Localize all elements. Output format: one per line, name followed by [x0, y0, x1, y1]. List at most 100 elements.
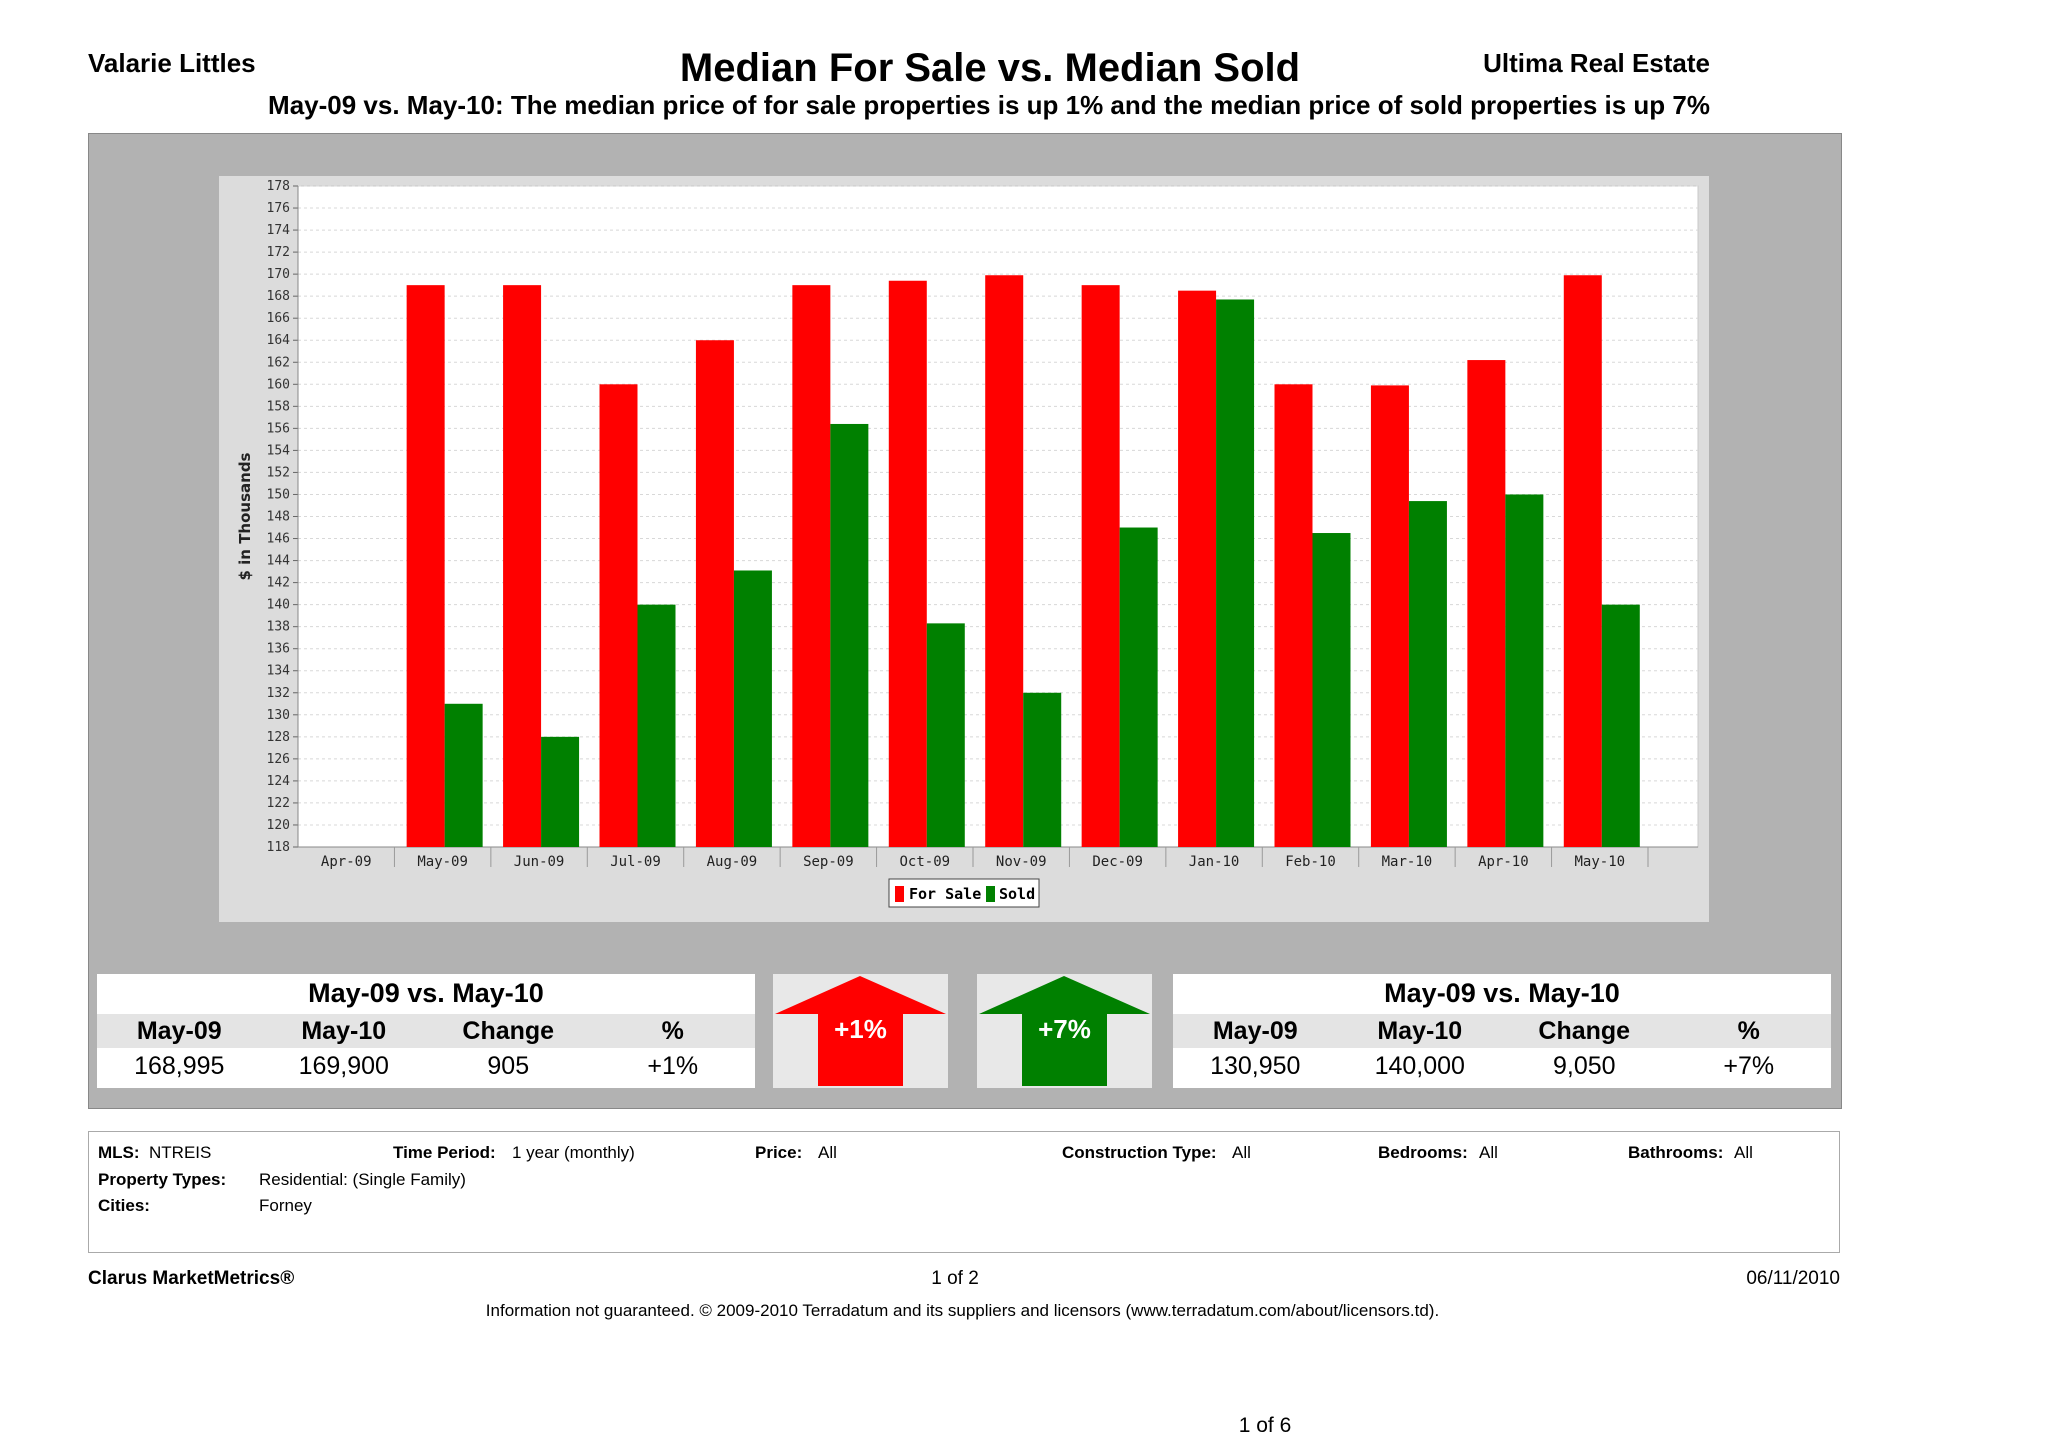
- for-sale-bar: [1563, 275, 1602, 847]
- sold-bar: [1408, 501, 1447, 847]
- for-sale-bar: [1274, 384, 1313, 847]
- for-sale-bar: [1370, 385, 1409, 847]
- sold-bar: [444, 703, 483, 847]
- for-sale-header-end: May-10: [301, 1017, 387, 1045]
- sold-stats-value-row: 130,950 140,000 9,050 +7%: [1173, 1050, 1831, 1082]
- y-tick-label: 152: [267, 465, 290, 480]
- cities-label: Cities:: [98, 1196, 150, 1215]
- legend-swatch-sold: [986, 886, 995, 902]
- for-sale-bar: [503, 285, 542, 847]
- x-tick-label: Dec-09: [1092, 854, 1143, 870]
- y-tick-label: 154: [267, 443, 291, 458]
- x-tick-label: Jan-10: [1189, 854, 1240, 870]
- document-page-number: 1 of 6: [1238, 1414, 1292, 1437]
- property-types-label: Property Types:: [98, 1170, 227, 1189]
- price-label: Price:: [755, 1143, 803, 1162]
- time-period-value: 1 year (monthly): [512, 1143, 635, 1162]
- bathrooms-label: Bathrooms:: [1628, 1143, 1724, 1162]
- for-sale-bar: [406, 285, 445, 847]
- legend: [888, 878, 1040, 908]
- legend-swatch-for-sale: [895, 886, 904, 902]
- time-period-label: Time Period:: [393, 1143, 496, 1162]
- for-sale-value-change: 905: [487, 1052, 530, 1080]
- y-tick-label: 172: [267, 245, 290, 260]
- for-sale-stats-table: May-09 vs. May-10 May-09 May-10 Change %…: [97, 974, 755, 1088]
- x-tick-label: Mar-10: [1382, 854, 1433, 870]
- for-sale-stats-header-row: May-09 May-10 Change %: [97, 1014, 755, 1048]
- y-tick-label: 122: [267, 796, 290, 811]
- x-tick-label: Nov-09: [996, 854, 1047, 870]
- agent-name: Valarie Littles: [88, 48, 256, 78]
- for-sale-arrow-box: +1%: [773, 974, 948, 1088]
- for-sale-header-start: May-09: [136, 1017, 222, 1045]
- for-sale-bar: [1081, 285, 1120, 847]
- sold-bar: [637, 604, 676, 847]
- report-date: 06/11/2010: [1746, 1268, 1840, 1289]
- sold-header-end: May-10: [1377, 1017, 1463, 1045]
- for-sale-header-change: Change: [462, 1017, 555, 1045]
- y-tick-label: 124: [267, 774, 291, 789]
- for-sale-bar: [1178, 290, 1217, 847]
- company-name: Ultima Real Estate: [1483, 48, 1710, 78]
- y-tick-label: 132: [267, 686, 290, 701]
- brand-name: Clarus MarketMetrics®: [88, 1268, 295, 1289]
- sold-bar: [926, 623, 965, 847]
- y-tick-label: 168: [267, 289, 290, 304]
- legend-label-for-sale: For Sale: [909, 885, 981, 903]
- for-sale-bar: [792, 285, 831, 847]
- sold-bar: [1119, 527, 1158, 847]
- y-tick-label: 160: [267, 377, 290, 392]
- y-tick-label: 166: [267, 311, 290, 326]
- y-tick-label: 162: [267, 355, 290, 370]
- report-subtitle: May-09 vs. May-10: The median price of f…: [268, 90, 1710, 120]
- for-sale-bar: [888, 280, 927, 847]
- disclaimer: Information not guaranteed. © 2009-2010 …: [485, 1301, 1440, 1320]
- y-tick-label: 138: [267, 620, 290, 635]
- y-tick-label: 176: [267, 201, 290, 216]
- for-sale-bar: [985, 275, 1024, 847]
- sold-value-start: 130,950: [1210, 1052, 1301, 1080]
- y-tick-label: 164: [267, 333, 291, 348]
- for-sale-bar: [1467, 360, 1506, 847]
- for-sale-stats-value-row: 168,995 169,900 905 +1%: [97, 1050, 755, 1082]
- for-sale-bar: [695, 340, 734, 847]
- mls-value: NTREIS: [149, 1143, 212, 1162]
- search-criteria: MLS: NTREIS Time Period: 1 year (monthly…: [88, 1131, 1840, 1253]
- x-tick-label: Aug-09: [707, 854, 758, 870]
- sold-value-end: 140,000: [1374, 1052, 1465, 1080]
- y-tick-label: 156: [267, 421, 290, 436]
- sold-value-percent: +7%: [1723, 1052, 1775, 1080]
- sold-bar: [1601, 604, 1640, 847]
- x-tick-label: Jun-09: [514, 854, 565, 870]
- y-tick-label: 144: [267, 554, 291, 569]
- report-title: Median For Sale vs. Median Sold: [679, 46, 1301, 90]
- for-sale-arrow-label: +1%: [834, 1014, 887, 1044]
- y-tick-label: 158: [267, 399, 290, 414]
- sold-stats-table: May-09 vs. May-10 May-09 May-10 Change %…: [1173, 974, 1831, 1088]
- x-tick-label: Feb-10: [1285, 854, 1336, 870]
- for-sale-bar: [599, 384, 638, 847]
- y-tick-label: 130: [267, 708, 290, 723]
- mls-label: MLS:: [98, 1143, 140, 1162]
- construction-type-value: All: [1232, 1143, 1251, 1162]
- sold-bar: [733, 570, 772, 847]
- sold-header-change: Change: [1538, 1017, 1631, 1045]
- sold-bar: [1312, 533, 1351, 847]
- y-tick-label: 118: [267, 840, 290, 855]
- y-tick-label: 136: [267, 642, 290, 657]
- sold-arrow-box: +7%: [977, 974, 1152, 1088]
- sold-header-percent: %: [1737, 1017, 1760, 1045]
- for-sale-stats-title: May-09 vs. May-10: [308, 978, 544, 1008]
- y-tick-label: 128: [267, 730, 290, 745]
- up-arrow-icon: [979, 976, 1150, 1086]
- cities-value: Forney: [259, 1196, 312, 1215]
- bathrooms-value: All: [1734, 1143, 1753, 1162]
- for-sale-header-percent: %: [661, 1017, 684, 1045]
- property-types-value: Residential: (Single Family): [259, 1170, 466, 1189]
- y-tick-label: 134: [267, 664, 291, 679]
- bedrooms-label: Bedrooms:: [1378, 1143, 1468, 1162]
- bedrooms-value: All: [1479, 1143, 1498, 1162]
- for-sale-value-start: 168,995: [134, 1052, 225, 1080]
- x-tick-label: May-09: [417, 854, 468, 870]
- y-tick-label: 148: [267, 510, 290, 525]
